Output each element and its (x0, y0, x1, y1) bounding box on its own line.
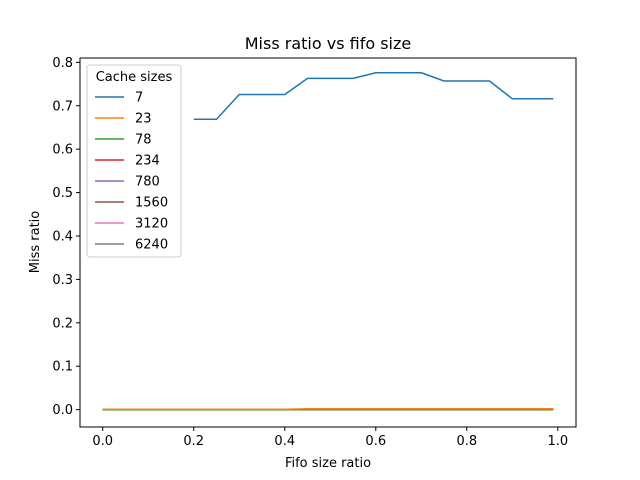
legend-box (86, 64, 182, 258)
plot-area (79, 57, 577, 428)
legend-label-23: 23 (135, 112, 152, 127)
x-tick-label: 0.6 (365, 434, 386, 449)
legend-entries: 7 23 78 234 780 1560 3120 6240 (95, 91, 168, 253)
legend-title: Cache sizes (96, 70, 173, 85)
y-tick-label: 0.0 (52, 403, 73, 418)
y-tick-label: 0.5 (52, 186, 73, 201)
x-tick-label: 0.4 (274, 434, 295, 449)
y-tick-label: 0.3 (52, 273, 73, 288)
y-tick-label: 0.6 (52, 143, 73, 158)
legend-label-234: 234 (135, 154, 160, 169)
axes-frame (79, 57, 577, 428)
x-tick-label: 1.0 (547, 434, 568, 449)
x-tick-label: 0.0 (92, 434, 113, 449)
series-line-7 (193, 72, 554, 120)
legend-label-1560: 1560 (135, 196, 168, 211)
y-tick-label: 0.4 (52, 229, 73, 244)
chart-title: Miss ratio vs fifo size (245, 34, 411, 53)
x-axis-ticks: 0.0 0.2 0.4 0.6 0.8 1.0 (92, 427, 568, 449)
legend-label-78: 78 (135, 133, 152, 148)
series-layer (102, 72, 554, 411)
y-axis-ticks: 0.0 0.1 0.2 0.3 0.4 0.5 0.6 0.7 0.8 (52, 56, 80, 418)
x-tick-label: 0.8 (456, 434, 477, 449)
legend: Cache sizes 7 23 78 234 780 1560 3120 6240 (86, 64, 182, 258)
y-tick-label: 0.2 (52, 316, 73, 331)
legend-label-7: 7 (135, 91, 143, 106)
legend-label-3120: 3120 (135, 217, 168, 232)
y-tick-label: 0.1 (52, 360, 73, 375)
y-tick-label: 0.7 (52, 99, 73, 114)
legend-label-780: 780 (135, 175, 160, 190)
x-axis-label: Fifo size ratio (285, 456, 371, 471)
legend-label-6240: 6240 (135, 238, 168, 253)
y-axis-label: Miss ratio (28, 211, 43, 274)
y-tick-label: 0.8 (52, 56, 73, 71)
x-tick-label: 0.2 (183, 434, 204, 449)
